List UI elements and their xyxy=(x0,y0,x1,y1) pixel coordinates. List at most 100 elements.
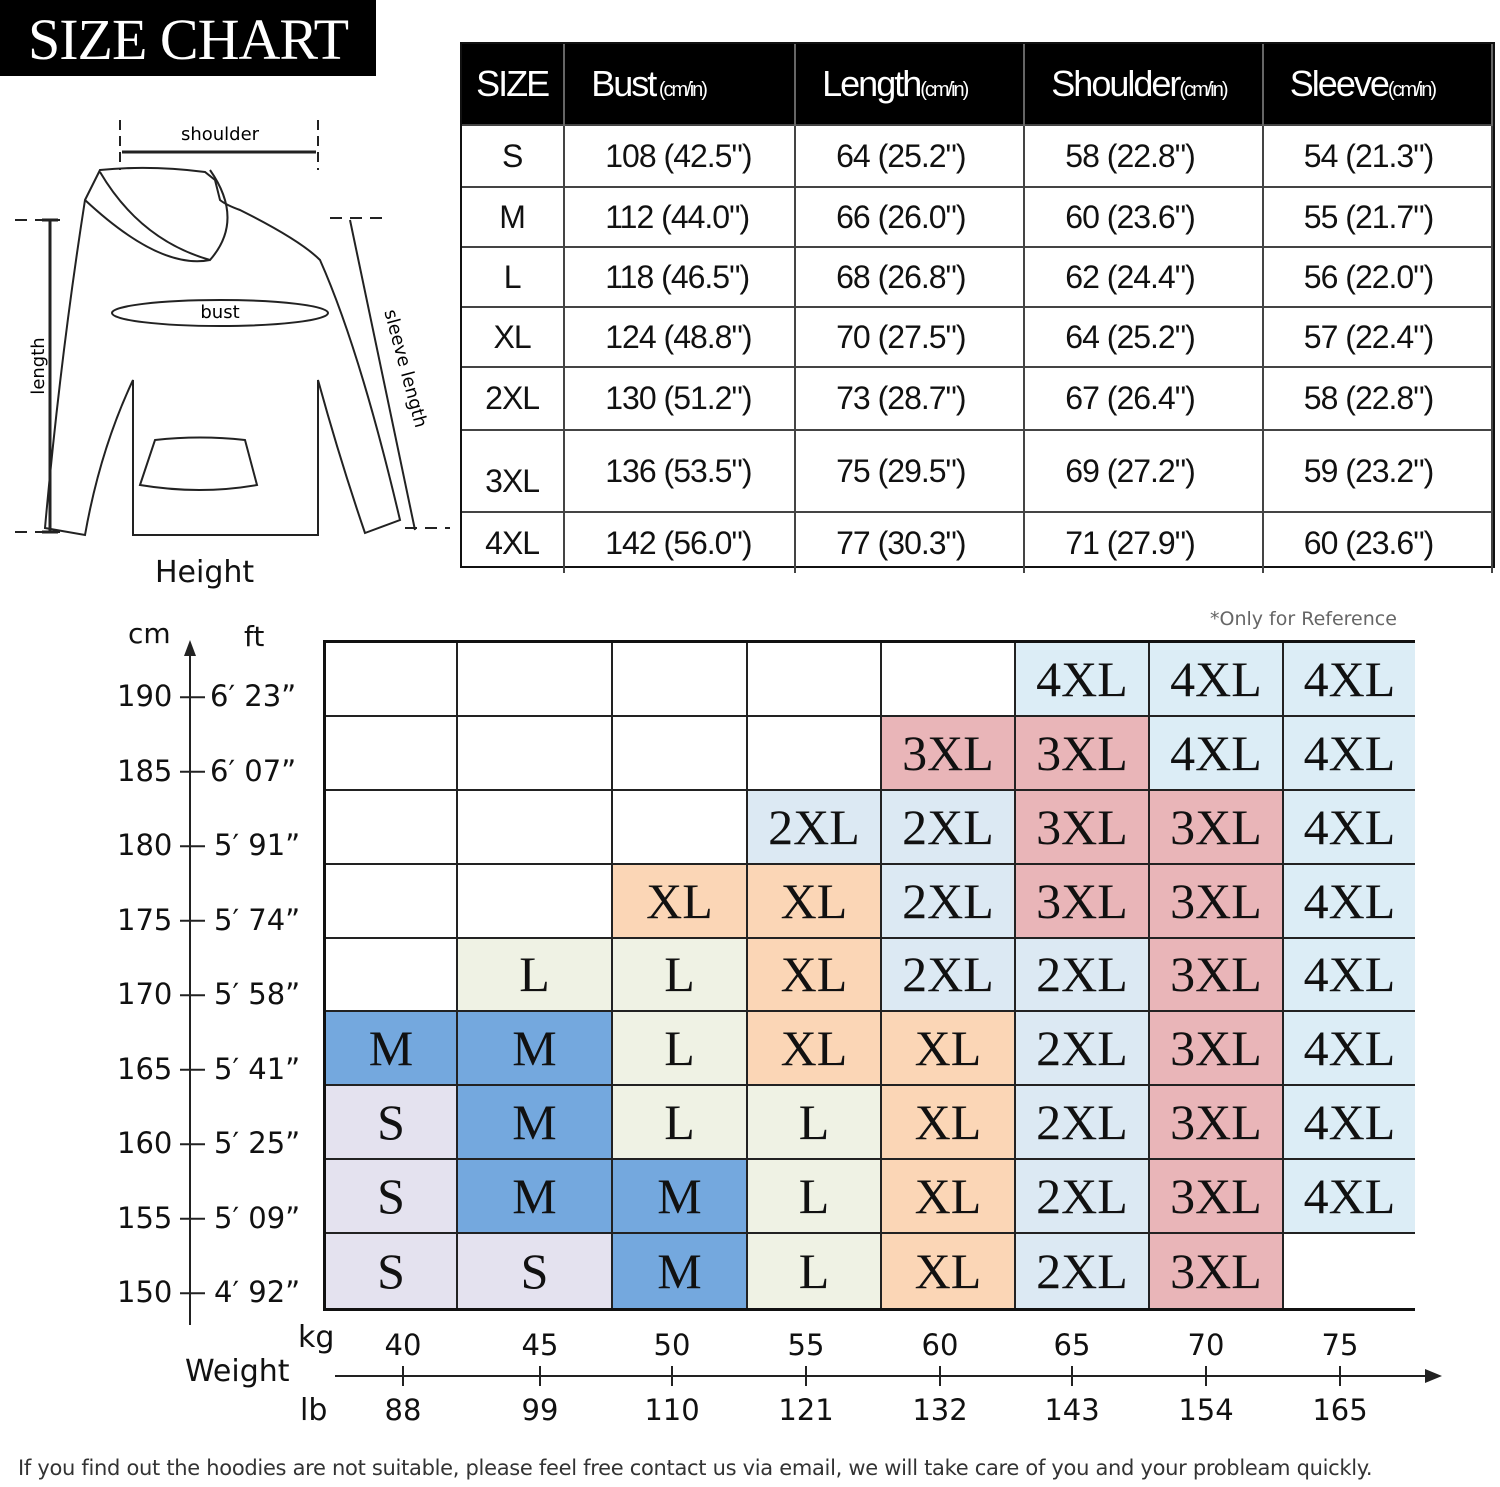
size-cell-3xl: 3XL xyxy=(1150,864,1284,939)
hoodie-diagram: shoulder bust length sleeve length xyxy=(15,120,450,537)
size-cell-m: M xyxy=(326,1012,458,1087)
empty-cell xyxy=(326,716,458,791)
size-cell-m: M xyxy=(613,1234,748,1308)
size-cell-2xl: 2XL xyxy=(882,790,1016,865)
empty-cell xyxy=(1284,1234,1415,1308)
weight-lb-tick: 165 xyxy=(1312,1393,1368,1427)
size-cell-s: S xyxy=(326,1160,458,1235)
measurement-cell: 68 (26.8") xyxy=(795,246,1026,307)
weight-axis-title: Weight xyxy=(185,1354,290,1389)
table-row: XL 124 (48.8") 70 (27.5") 64 (25.2") 57 (22.… xyxy=(462,306,1494,367)
size-cell-4xl: 4XL xyxy=(1150,716,1284,791)
empty-cell xyxy=(326,643,458,717)
size-cell-4xl: 4XL xyxy=(1284,1086,1415,1161)
measurement-cell: 64 (25.2") xyxy=(1024,306,1264,367)
measurement-cell: 58 (22.8") xyxy=(1024,124,1264,187)
weight-lb-tick: 132 xyxy=(912,1393,968,1427)
size-cell-xl: XL xyxy=(748,864,882,939)
weight-kg-tick: 70 xyxy=(1187,1328,1225,1362)
height-cm-tick: 175 xyxy=(117,902,173,937)
measurement-cell: 136 (53.5") xyxy=(564,429,797,512)
measurement-cell: 118 (46.5") xyxy=(564,246,797,307)
size-cell-l: L xyxy=(748,1160,882,1235)
size-cell-l: L xyxy=(613,1086,748,1161)
footer-note: If you find out the hoodies are not suit… xyxy=(18,1456,1373,1480)
header-label: Length xyxy=(822,63,922,104)
size-cell-4xl: 4XL xyxy=(1016,643,1150,717)
measurement-cell: 71 (27.9") xyxy=(1024,511,1264,573)
header-label: Bust xyxy=(591,63,657,104)
size-cell-3xl: 3XL xyxy=(1016,716,1150,791)
measurement-cell: 67 (26.4") xyxy=(1024,366,1264,430)
kg-unit-label: kg xyxy=(298,1320,335,1355)
shoulder-label: shoulder xyxy=(181,124,260,145)
weight-kg-tick: 65 xyxy=(1053,1328,1091,1362)
size-cell-3xl: 3XL xyxy=(1150,1160,1284,1235)
size-cell-3xl: 3XL xyxy=(1016,790,1150,865)
weight-kg-tick: 55 xyxy=(787,1328,825,1362)
size-cell-2xl: 2XL xyxy=(1016,1012,1150,1087)
size-cell: S xyxy=(462,124,566,187)
size-cell-3xl: 3XL xyxy=(1150,1086,1284,1161)
height-ft-tick: 6′ 07” xyxy=(210,753,297,788)
size-cell-4xl: 4XL xyxy=(1284,1012,1415,1087)
header-sleeve: Sleeve(cm/in) xyxy=(1262,44,1494,125)
size-cell-s: S xyxy=(458,1234,613,1308)
size-cell: L xyxy=(462,246,566,307)
sleeve-length-label: sleeve length xyxy=(379,307,431,430)
weight-kg-tick: 45 xyxy=(521,1328,559,1362)
height-ft-tick: 5′ 58” xyxy=(214,977,301,1012)
size-cell-2xl: 2XL xyxy=(1016,938,1150,1013)
size-cell-2xl: 2XL xyxy=(1016,1160,1150,1235)
size-cell-4xl: 4XL xyxy=(1284,790,1415,865)
height-cm-tick: 185 xyxy=(117,753,173,788)
table-row: L 118 (46.5") 68 (26.8") 62 (24.4") 56 (22.0… xyxy=(462,246,1494,307)
size-cell-4xl: 4XL xyxy=(1284,864,1415,939)
size-cell-m: M xyxy=(458,1086,613,1161)
height-ft-tick: 5′ 74” xyxy=(214,902,301,937)
size-cell-xl: XL xyxy=(748,1012,882,1087)
height-cm-tick: 150 xyxy=(117,1275,173,1310)
measurement-cell: 112 (44.0") xyxy=(564,186,797,247)
size-cell-2xl: 2XL xyxy=(748,790,882,865)
height-cm-tick: 190 xyxy=(117,679,173,714)
measurement-cell: 59 (23.2") xyxy=(1262,429,1494,512)
height-cm-tick: 165 xyxy=(117,1051,173,1086)
size-cell-s: S xyxy=(326,1234,458,1308)
size-cell-xl: XL xyxy=(613,864,748,939)
table-row: S 108 (42.5") 64 (25.2") 58 (22.8") 54 (21.3… xyxy=(462,124,1494,187)
size-cell: XL xyxy=(462,306,566,367)
size-cell-4xl: 4XL xyxy=(1150,643,1284,717)
height-cm-tick: 160 xyxy=(117,1126,173,1161)
height-cm-tick: 180 xyxy=(117,828,173,863)
weight-kg-tick: 50 xyxy=(653,1328,691,1362)
empty-cell xyxy=(326,790,458,865)
size-cell-l: L xyxy=(748,1234,882,1308)
size-cell-3xl: 3XL xyxy=(1150,938,1284,1013)
size-cell-m: M xyxy=(458,1160,613,1235)
size-cell-xl: XL xyxy=(882,1234,1016,1308)
cm-unit-label: cm xyxy=(128,617,171,650)
measurement-cell: 130 (51.2") xyxy=(564,366,797,430)
header-bust: Bust (cm/in) xyxy=(564,44,797,125)
measurement-table: SIZE Bust (cm/in) Length(cm/in) Shoulder(cm… xyxy=(460,42,1495,573)
size-cell: 2XL xyxy=(462,366,566,430)
bust-label: bust xyxy=(200,302,239,323)
height-cm-tick: 170 xyxy=(117,977,173,1012)
size-cell: 4XL xyxy=(462,511,566,573)
empty-cell xyxy=(458,716,613,791)
size-cell-xl: XL xyxy=(882,1086,1016,1161)
measurement-cell: 69 (27.2") xyxy=(1024,429,1264,512)
header-label: Sleeve xyxy=(1289,63,1390,104)
ft-unit-label: ft xyxy=(244,620,265,653)
size-recommendation-grid: 4XL 4XL 4XL 3XL 3XL 4XL 4XL 2XL 2XL 3XL 3XL 4XL XL XL… xyxy=(323,640,1415,1311)
table-row: 3XL 136 (53.5") 75 (29.5") 69 (27.2") 59 (23… xyxy=(462,429,1494,512)
size-cell-l: L xyxy=(748,1086,882,1161)
measurement-cell: 75 (29.5") xyxy=(795,429,1026,512)
size-cell-3xl: 3XL xyxy=(1150,790,1284,865)
weight-lb-tick: 88 xyxy=(384,1393,422,1427)
header-unit: (cm/in) xyxy=(1387,79,1437,101)
size-cell-4xl: 4XL xyxy=(1284,938,1415,1013)
weight-lb-tick: 110 xyxy=(644,1393,700,1427)
